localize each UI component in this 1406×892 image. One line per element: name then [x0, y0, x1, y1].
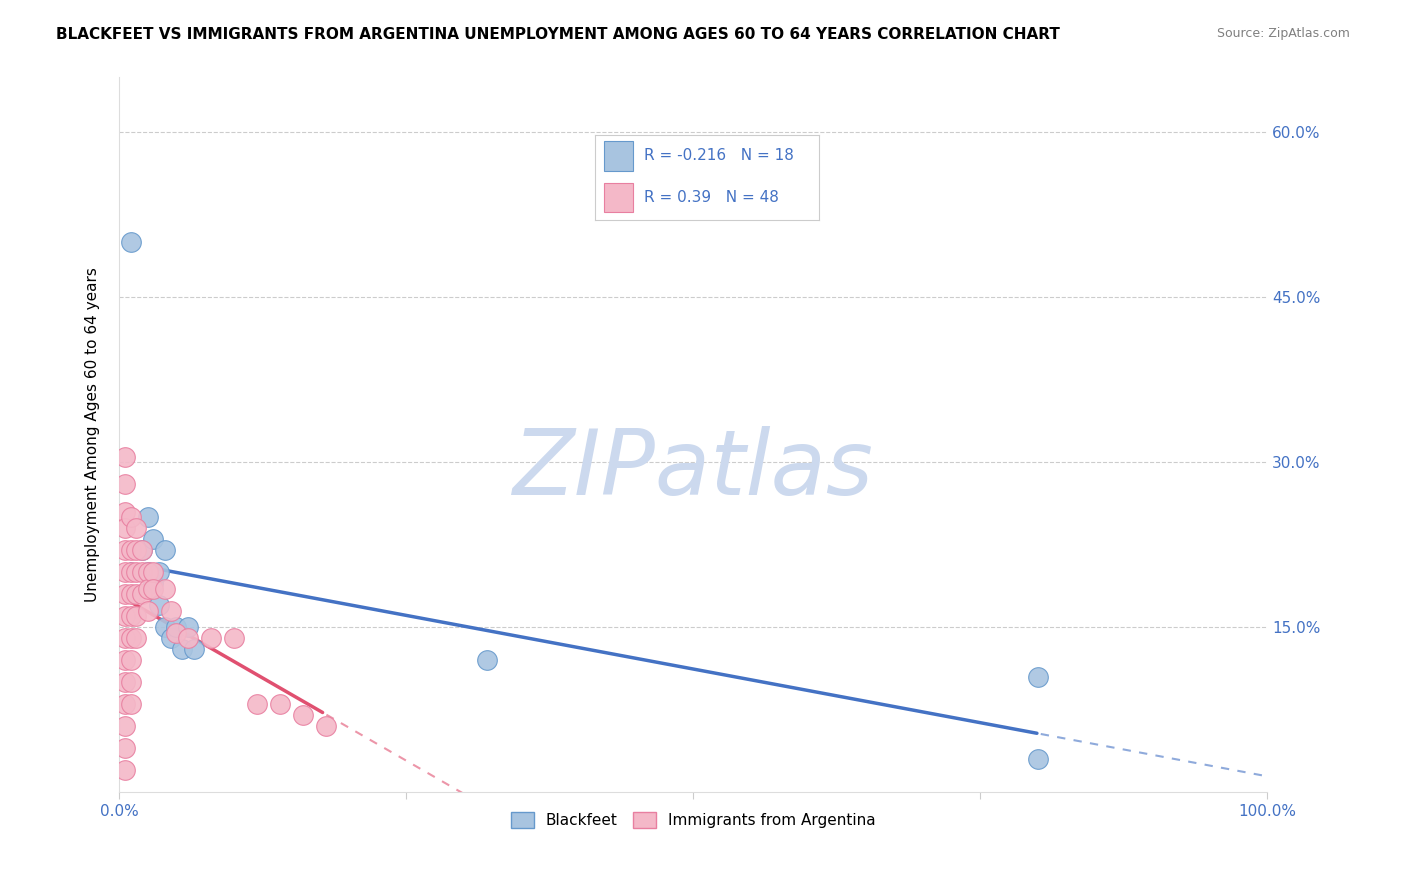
Point — [131, 587, 153, 601]
Point — [475, 653, 498, 667]
Point — [120, 565, 142, 579]
Point — [114, 477, 136, 491]
Point — [114, 587, 136, 601]
Text: Source: ZipAtlas.com: Source: ZipAtlas.com — [1216, 27, 1350, 40]
Point — [114, 565, 136, 579]
Point — [125, 631, 148, 645]
Point — [269, 697, 291, 711]
Point — [120, 653, 142, 667]
Point — [246, 697, 269, 711]
Point — [114, 521, 136, 535]
Point — [114, 653, 136, 667]
Point — [125, 521, 148, 535]
Point — [177, 620, 200, 634]
Text: BLACKFEET VS IMMIGRANTS FROM ARGENTINA UNEMPLOYMENT AMONG AGES 60 TO 64 YEARS CO: BLACKFEET VS IMMIGRANTS FROM ARGENTINA U… — [56, 27, 1060, 42]
Point — [136, 510, 159, 524]
Text: R = 0.39   N = 48: R = 0.39 N = 48 — [644, 190, 779, 204]
Point — [120, 675, 142, 690]
Point — [159, 631, 181, 645]
Point — [125, 609, 148, 624]
Point — [136, 604, 159, 618]
Point — [120, 235, 142, 250]
Point — [1026, 669, 1049, 683]
Point — [177, 631, 200, 645]
Point — [136, 582, 159, 596]
Point — [114, 741, 136, 756]
Point — [114, 543, 136, 558]
Text: R = -0.216   N = 18: R = -0.216 N = 18 — [644, 148, 794, 163]
Point — [142, 576, 165, 591]
Point — [153, 582, 176, 596]
Point — [153, 543, 176, 558]
Point — [131, 565, 153, 579]
Point — [142, 565, 165, 579]
Point — [114, 675, 136, 690]
Y-axis label: Unemployment Among Ages 60 to 64 years: Unemployment Among Ages 60 to 64 years — [86, 268, 100, 602]
Point — [183, 642, 205, 657]
Point — [148, 598, 170, 612]
Point — [142, 582, 165, 596]
Point — [136, 565, 159, 579]
Point — [315, 719, 337, 733]
Point — [166, 620, 188, 634]
Point — [148, 565, 170, 579]
Bar — [605, 142, 633, 170]
Point — [131, 543, 153, 558]
Text: ZIPatlas: ZIPatlas — [513, 426, 873, 515]
Point — [1026, 752, 1049, 766]
Point — [166, 625, 188, 640]
Point — [114, 763, 136, 777]
Point — [114, 450, 136, 464]
Point — [114, 631, 136, 645]
Point — [120, 631, 142, 645]
Point — [131, 543, 153, 558]
Point — [291, 708, 314, 723]
Point — [172, 642, 194, 657]
Legend: Blackfeet, Immigrants from Argentina: Blackfeet, Immigrants from Argentina — [505, 806, 882, 834]
Point — [120, 587, 142, 601]
Point — [153, 620, 176, 634]
Point — [125, 587, 148, 601]
Point — [125, 543, 148, 558]
Point — [120, 697, 142, 711]
Point — [120, 543, 142, 558]
Point — [125, 565, 148, 579]
Point — [114, 505, 136, 519]
Point — [159, 604, 181, 618]
Point — [200, 631, 222, 645]
Point — [222, 631, 245, 645]
Point — [142, 532, 165, 546]
Point — [120, 609, 142, 624]
Point — [136, 565, 159, 579]
Point — [120, 510, 142, 524]
Point — [114, 697, 136, 711]
Bar — [605, 183, 633, 211]
Point — [114, 719, 136, 733]
Point — [114, 609, 136, 624]
